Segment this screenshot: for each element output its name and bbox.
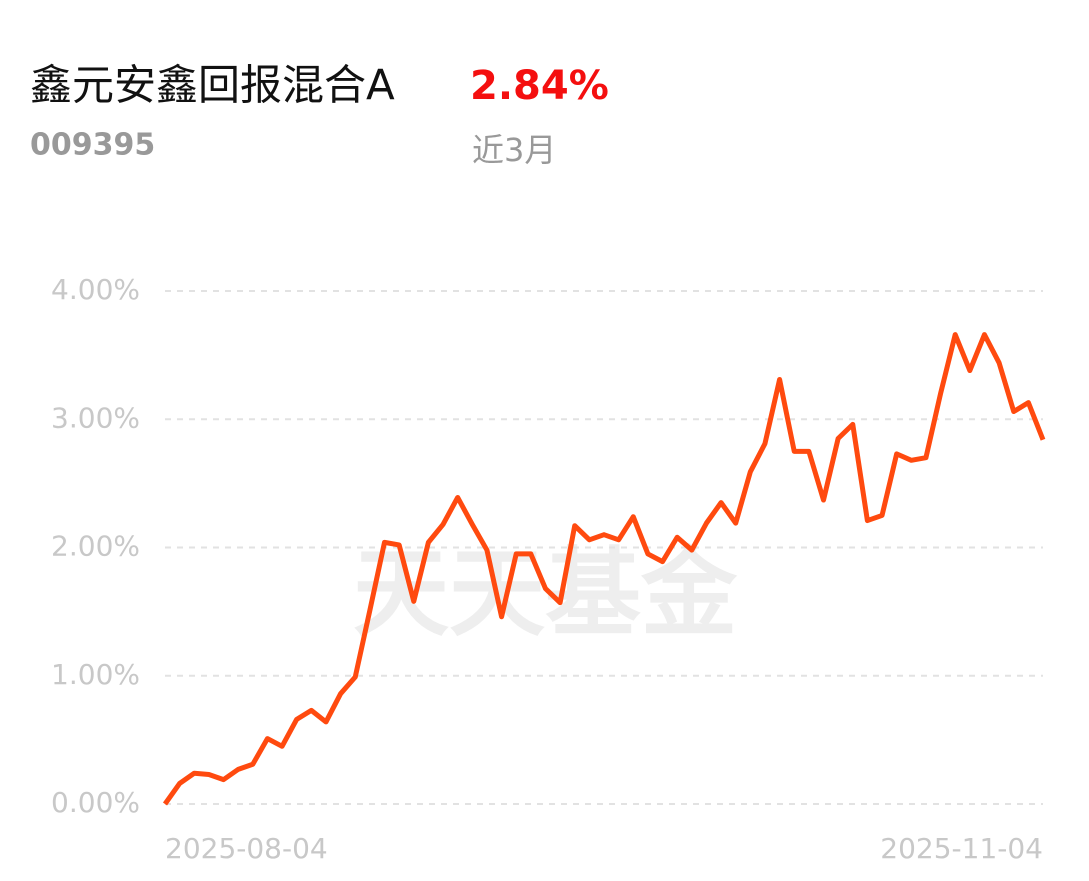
fund-code: 009395: [30, 128, 155, 163]
series-line: [162, 332, 1046, 806]
y-tick-label: 3.00%: [51, 401, 140, 434]
y-tick-label: 0.00%: [51, 786, 140, 819]
return-value: 2.84%: [470, 63, 609, 109]
y-tick-label: 4.00%: [51, 273, 140, 306]
x-tick-label: 2025-08-04: [165, 832, 328, 865]
fund-title: 鑫元安鑫回报混合A: [30, 61, 395, 110]
y-tick-label: 2.00%: [51, 530, 140, 563]
period-label: 近3月: [472, 131, 556, 169]
x-tick-label: 2025-11-04: [880, 832, 1043, 865]
y-tick-label: 1.00%: [51, 658, 140, 691]
